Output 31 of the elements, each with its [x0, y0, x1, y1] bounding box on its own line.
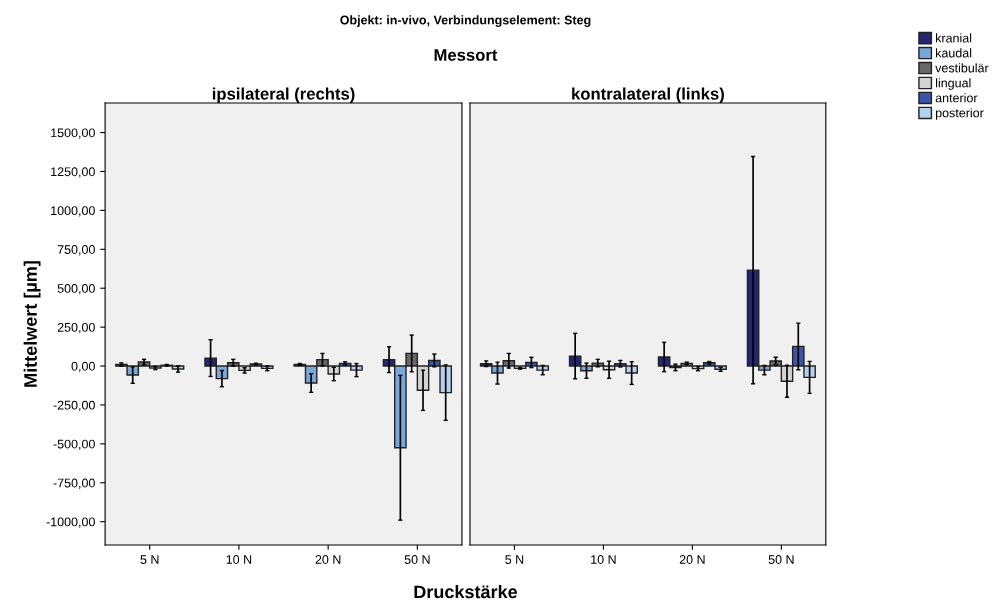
legend-label: kranial: [936, 33, 972, 43]
legend-label: posterior: [935, 108, 984, 120]
x-tick-label: 50 N: [404, 555, 430, 564]
y-tick-label: 750,00: [57, 245, 95, 256]
y-tick-label: 0,00: [71, 361, 95, 373]
y-axis-title: Mittelwert [µm]: [23, 261, 41, 387]
x-tick-label: 10 N: [226, 555, 252, 564]
chart-title: ipsilateral (rechts): [212, 87, 355, 104]
y-tick-label: -750,00: [53, 478, 95, 489]
text: Objekt: in-vivo, Verbindungselement: Steg: [340, 15, 591, 27]
x-axis-title: Druckstärke: [414, 585, 518, 599]
x-tick-label: 50 N: [768, 555, 794, 564]
legend-label: anterior: [935, 93, 978, 103]
y-tick-label: 1250,00: [51, 167, 95, 178]
text: Messort: [434, 49, 498, 61]
x-tick-label: 5 N: [505, 555, 524, 564]
y-tick-label: 500,00: [57, 284, 95, 295]
y-tick-label: 1000,00: [51, 206, 95, 217]
x-tick-label: 5 N: [140, 555, 159, 564]
y-tick-label: -250,00: [53, 400, 95, 412]
y-tick-label: -1000,00: [46, 517, 95, 528]
x-tick-label: 20 N: [315, 555, 341, 564]
y-tick-label: -500,00: [53, 439, 95, 450]
x-tick-label: 10 N: [591, 555, 616, 564]
y-tick-label: 250,00: [57, 322, 95, 334]
y-tick-label: 1500,00: [51, 128, 95, 139]
legend-label: kaudal: [936, 48, 972, 58]
x-tick-label: 20 N: [679, 555, 705, 564]
legend-label: vestibulär: [935, 63, 989, 73]
chart-title: kontralateral (links): [572, 87, 724, 104]
legend-label: lingual: [936, 78, 971, 90]
